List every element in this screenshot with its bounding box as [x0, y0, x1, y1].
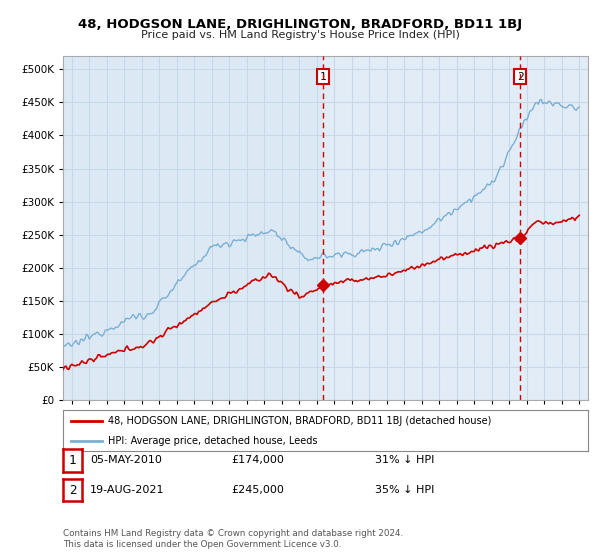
Text: 48, HODGSON LANE, DRIGHLINGTON, BRADFORD, BD11 1BJ: 48, HODGSON LANE, DRIGHLINGTON, BRADFORD… [78, 18, 522, 31]
Text: £245,000: £245,000 [231, 485, 284, 495]
Text: 05-MAY-2010: 05-MAY-2010 [90, 455, 162, 465]
Text: 2: 2 [69, 483, 76, 497]
Text: HPI: Average price, detached house, Leeds: HPI: Average price, detached house, Leed… [107, 436, 317, 446]
Text: £174,000: £174,000 [231, 455, 284, 465]
Text: 31% ↓ HPI: 31% ↓ HPI [375, 455, 434, 465]
Text: 1: 1 [69, 454, 76, 467]
Text: 48, HODGSON LANE, DRIGHLINGTON, BRADFORD, BD11 1BJ (detached house): 48, HODGSON LANE, DRIGHLINGTON, BRADFORD… [107, 416, 491, 426]
Text: 19-AUG-2021: 19-AUG-2021 [90, 485, 164, 495]
Bar [323, 56, 588, 400]
Text: 1: 1 [320, 72, 326, 82]
Text: 2: 2 [517, 72, 524, 82]
Text: Price paid vs. HM Land Registry's House Price Index (HPI): Price paid vs. HM Land Registry's House … [140, 30, 460, 40]
Text: Contains HM Land Registry data © Crown copyright and database right 2024.
This d: Contains HM Land Registry data © Crown c… [63, 529, 403, 549]
Text: 35% ↓ HPI: 35% ↓ HPI [375, 485, 434, 495]
